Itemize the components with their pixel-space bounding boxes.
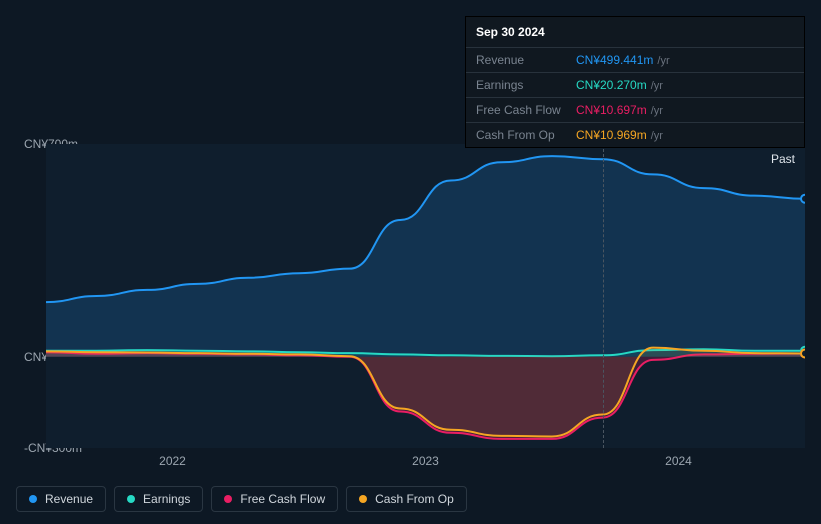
chart-svg (46, 144, 805, 448)
tooltip-row: Free Cash FlowCN¥10.697m/yr (466, 98, 804, 123)
tooltip-metric-label: Revenue (476, 53, 576, 67)
tooltip-row: EarningsCN¥20.270m/yr (466, 73, 804, 98)
tooltip-metric-label: Earnings (476, 78, 576, 92)
tooltip-metric-value: CN¥10.697m/yr (576, 103, 663, 117)
tooltip-date: Sep 30 2024 (466, 17, 804, 48)
tooltip-metric-value: CN¥10.969m/yr (576, 128, 663, 142)
tooltip-metric-label: Cash From Op (476, 128, 576, 142)
legend-label: Free Cash Flow (240, 492, 325, 506)
legend-label: Earnings (143, 492, 190, 506)
legend-label: Revenue (45, 492, 93, 506)
legend: Revenue Earnings Free Cash Flow Cash From O… (16, 486, 467, 512)
tooltip-row: Cash From OpCN¥10.969m/yr (466, 123, 804, 147)
tooltip-row: RevenueCN¥499.441m/yr (466, 48, 804, 73)
plot-area[interactable]: Past (46, 144, 805, 448)
legend-item-earnings[interactable]: Earnings (114, 486, 203, 512)
x-axis-label: 2023 (299, 454, 552, 470)
chart-area: CN¥700mCN¥0-CN¥300m Past 202220232024 (16, 124, 805, 480)
series-end-marker (801, 349, 805, 357)
x-axis: 202220232024 (46, 454, 805, 470)
past-label: Past (771, 152, 795, 166)
legend-label: Cash From Op (375, 492, 454, 506)
legend-dot (29, 495, 37, 503)
tooltip-metric-value: CN¥499.441m/yr (576, 53, 670, 67)
data-tooltip: Sep 30 2024 RevenueCN¥499.441m/yrEarning… (465, 16, 805, 148)
legend-item-revenue[interactable]: Revenue (16, 486, 106, 512)
legend-dot (359, 495, 367, 503)
hover-marker-line (603, 144, 604, 448)
tooltip-metric-label: Free Cash Flow (476, 103, 576, 117)
legend-item-free-cash-flow[interactable]: Free Cash Flow (211, 486, 338, 512)
tooltip-metric-value: CN¥20.270m/yr (576, 78, 663, 92)
series-end-marker (801, 195, 805, 203)
x-axis-label: 2022 (46, 454, 299, 470)
legend-dot (127, 495, 135, 503)
x-axis-label: 2024 (552, 454, 805, 470)
legend-item-cash-from-op[interactable]: Cash From Op (346, 486, 467, 512)
legend-dot (224, 495, 232, 503)
